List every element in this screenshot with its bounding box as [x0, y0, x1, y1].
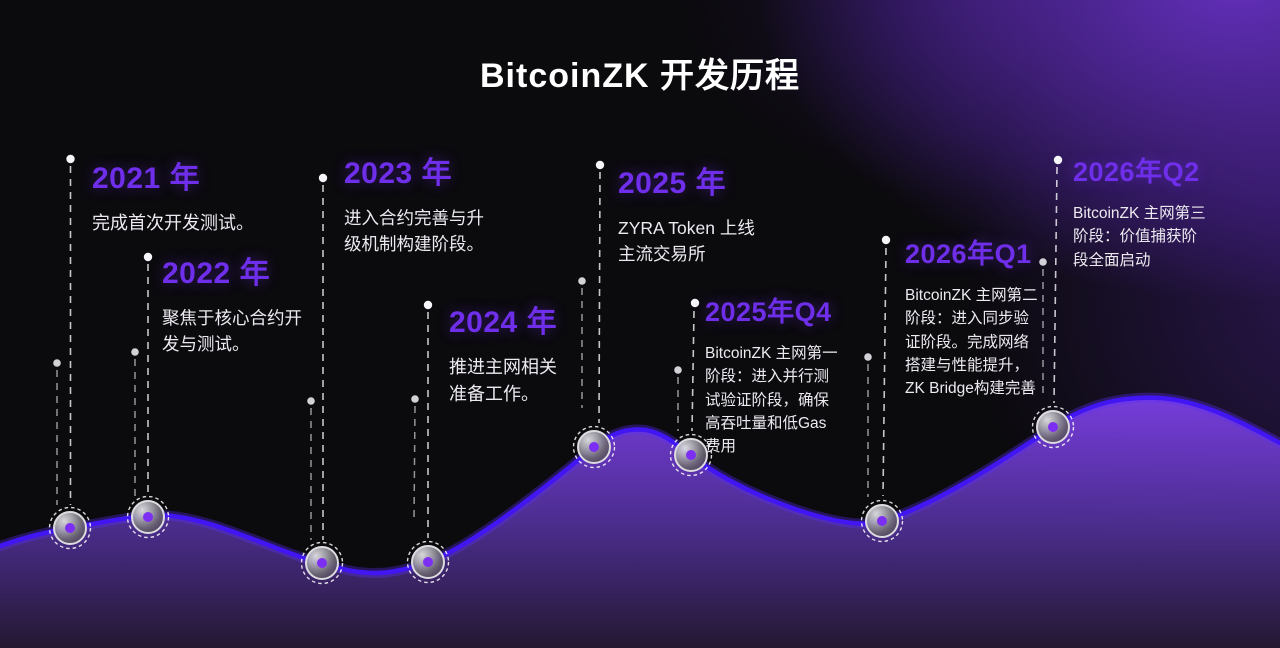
connector-line-2026q2	[1053, 166, 1058, 404]
secondary-dot	[307, 397, 315, 405]
page-title: BitcoinZK 开发历程	[480, 57, 800, 95]
milestone-year: 2026年Q1	[905, 239, 1032, 269]
connector-dot	[66, 154, 75, 164]
milestone-2025q4: 2025年Q4 BitcoinZK 主网第一 阶段：进入并行测 试验证阶段，确保…	[705, 290, 865, 458]
connector-lines	[69, 166, 1058, 540]
milestone-year: 2025 年	[618, 167, 727, 200]
milestone-year: 2022 年	[162, 257, 271, 290]
milestone-desc: BitcoinZK 主网第一 阶段：进入并行测 试验证阶段，确保 高吞吐量和低G…	[705, 345, 838, 455]
timeline-node-2022	[126, 495, 170, 539]
connector-dot	[318, 173, 328, 183]
connector-line-2026q1	[882, 247, 887, 497]
milestone-desc: ZYRA Token 上线 主流交易所	[618, 218, 755, 265]
secondary-dot	[578, 277, 586, 285]
timeline-node-2026q1	[860, 499, 904, 543]
timeline-nodes	[48, 405, 1075, 585]
milestone-2026q1: 2026年Q1 BitcoinZK 主网第二 阶段：进入同步验 证阶段。完成网络…	[905, 232, 1065, 400]
secondary-dot	[1039, 258, 1047, 266]
timeline-node-2024	[406, 540, 450, 584]
milestone-2022: 2022 年 聚焦于核心合约开 发与测试。	[162, 248, 337, 358]
timeline-node-2026q2	[1031, 405, 1075, 449]
milestone-2026q2: 2026年Q2 BitcoinZK 主网第三 阶段：价值捕获阶 段全面启动	[1073, 150, 1243, 272]
secondary-dot	[674, 366, 682, 374]
wave-area	[0, 397, 1280, 648]
secondary-dot	[411, 395, 419, 403]
milestone-year: 2021 年	[92, 162, 201, 195]
milestone-desc: BitcoinZK 主网第二 阶段：进入同步验 证阶段。完成网络 搭建与性能提升…	[905, 287, 1038, 397]
milestone-desc: 推进主网相关 准备工作。	[449, 357, 557, 404]
connector-dot	[1053, 155, 1063, 165]
milestone-2021: 2021 年 完成首次开发测试。	[92, 153, 307, 237]
milestone-year: 2023 年	[344, 157, 453, 190]
connector-dot	[423, 300, 433, 310]
milestone-year: 2026年Q2	[1073, 157, 1200, 187]
milestone-year: 2025年Q4	[705, 297, 832, 327]
milestone-desc: 聚焦于核心合约开 发与测试。	[162, 308, 302, 355]
secondary-line-2024	[413, 405, 416, 522]
secondary-dot	[131, 348, 139, 356]
connector-dot	[595, 160, 605, 170]
secondary-dot	[53, 359, 61, 367]
connector-line-2025q4	[691, 310, 695, 432]
milestone-desc: 完成首次开发测试。	[92, 213, 254, 233]
milestone-year: 2024 年	[449, 306, 558, 339]
timeline-node-2025	[572, 425, 616, 469]
milestone-desc: 进入合约完善与升 级机制构建阶段。	[344, 208, 484, 255]
connector-dots	[53, 154, 1063, 405]
connector-dot	[143, 252, 153, 262]
timeline-node-2023	[300, 541, 344, 585]
connector-line-2025	[598, 171, 601, 424]
timeline-node-2021	[48, 506, 92, 550]
connector-dot	[881, 235, 891, 245]
secondary-dot	[864, 353, 872, 361]
milestone-2023: 2023 年 进入合约完善与升 级机制构建阶段。	[344, 148, 519, 258]
milestone-2025: 2025 年 ZYRA Token 上线 主流交易所	[618, 158, 793, 268]
milestone-desc: BitcoinZK 主网第三 阶段：价值捕获阶 段全面启动	[1073, 205, 1206, 269]
connector-dot	[690, 298, 700, 308]
timeline-node-2025q4	[669, 433, 713, 477]
milestone-2024: 2024 年 推进主网相关 准备工作。	[449, 297, 614, 408]
secondary-connector-lines	[56, 269, 1044, 540]
